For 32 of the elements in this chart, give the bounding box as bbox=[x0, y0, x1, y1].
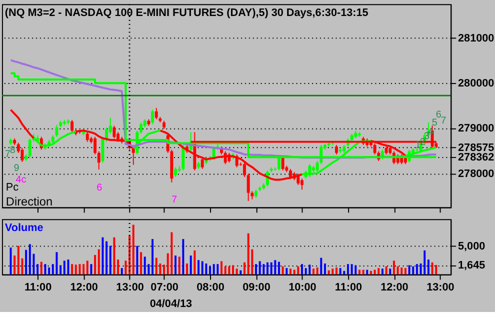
y-tick-label: 1,645 bbox=[458, 259, 486, 272]
x-tick-label: 11:00 bbox=[334, 282, 362, 294]
chart-title: Volume bbox=[4, 222, 44, 234]
annotation: 4 bbox=[428, 126, 434, 138]
x-tick-label: 08:00 bbox=[196, 282, 224, 294]
annotation: 7 bbox=[440, 115, 446, 126]
text: 04/04/13 bbox=[150, 298, 192, 310]
annotation: Direction bbox=[6, 194, 53, 208]
x-tick-label: 12:00 bbox=[70, 282, 98, 294]
y-tick-label: 281000 bbox=[458, 32, 494, 44]
y-tick-label: 278362 bbox=[458, 152, 494, 164]
chart-title: (NQ M3=2 - NASDAQ 100 E-MINI FUTURES (DAY),5) 30 Days,6:30-13:15 bbox=[4, 6, 368, 19]
annotation: 7 bbox=[172, 194, 178, 206]
x-tick-label: 07:00 bbox=[150, 282, 178, 294]
x-tick-label: 09:00 bbox=[242, 282, 270, 294]
x-tick-label: 10:00 bbox=[288, 282, 316, 294]
annotation: 6 bbox=[96, 182, 103, 194]
y-tick-label: 5,000 bbox=[458, 240, 486, 252]
annotation: 9 bbox=[14, 162, 20, 174]
annotation: 7 bbox=[4, 148, 10, 160]
x-tick-label: 11:00 bbox=[24, 282, 52, 294]
annotation: 5 bbox=[432, 117, 438, 128]
annotation: 2 bbox=[420, 137, 426, 148]
y-tick-label: 278575 bbox=[458, 142, 494, 154]
annotation: 8 bbox=[10, 145, 16, 156]
x-tick-label: 13:00 bbox=[426, 282, 454, 294]
y-tick-label: 279000 bbox=[458, 122, 494, 135]
annotation: 6 bbox=[436, 110, 442, 121]
x-tick-label: 13:00 bbox=[116, 282, 144, 294]
x-tick-label: 12:00 bbox=[380, 282, 408, 294]
y-tick-label: 280000 bbox=[458, 78, 494, 90]
y-tick-label: 278000 bbox=[458, 168, 494, 180]
